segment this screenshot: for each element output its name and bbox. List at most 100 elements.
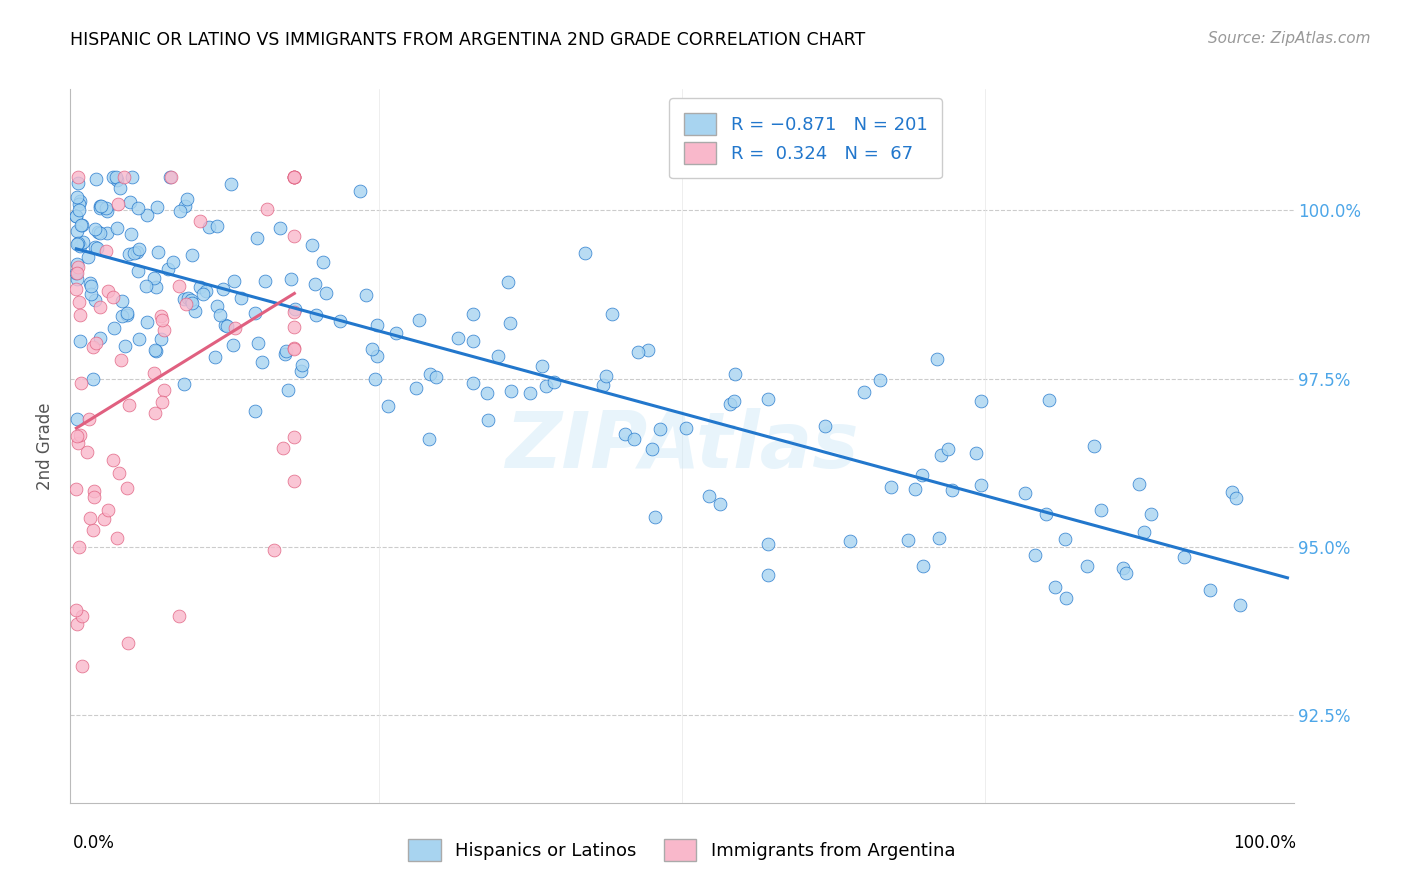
Point xyxy=(84,221,107,235)
Point xyxy=(1038,392,1060,407)
Point xyxy=(103,453,125,467)
Point xyxy=(97,285,120,299)
Point xyxy=(115,306,138,320)
Point xyxy=(169,278,191,293)
Point xyxy=(965,446,987,460)
Point xyxy=(283,229,305,244)
Point xyxy=(143,366,166,380)
Point xyxy=(1220,485,1243,500)
Point xyxy=(224,274,246,288)
Point xyxy=(600,307,623,321)
Point xyxy=(204,351,226,365)
Point xyxy=(1225,491,1247,506)
Point xyxy=(150,395,173,409)
Point xyxy=(115,309,138,323)
Point xyxy=(105,172,128,186)
Point xyxy=(111,309,134,323)
Point xyxy=(543,376,565,390)
Point xyxy=(82,371,104,385)
Point xyxy=(111,293,134,308)
Point xyxy=(936,442,959,457)
Point xyxy=(280,272,302,286)
Point xyxy=(928,531,950,545)
Point xyxy=(499,317,522,331)
Point xyxy=(1043,580,1066,594)
Point xyxy=(366,349,388,363)
Point xyxy=(150,313,173,327)
Point xyxy=(384,326,406,340)
Point xyxy=(283,169,305,184)
Point xyxy=(146,200,169,214)
Point xyxy=(970,478,993,492)
Point xyxy=(224,320,246,334)
Point xyxy=(419,367,441,381)
Point xyxy=(592,378,614,392)
Point xyxy=(499,384,522,398)
Point xyxy=(273,441,295,455)
Point xyxy=(637,343,659,357)
Point xyxy=(103,321,125,335)
Point xyxy=(159,170,181,185)
Point xyxy=(120,227,142,242)
Point xyxy=(408,313,430,327)
Point xyxy=(217,319,239,334)
Point xyxy=(229,291,252,305)
Point xyxy=(65,283,87,297)
Point xyxy=(723,393,745,408)
Point xyxy=(89,201,111,215)
Point xyxy=(149,332,172,346)
Point xyxy=(697,489,720,503)
Point xyxy=(283,429,305,443)
Point xyxy=(114,339,136,353)
Point xyxy=(852,385,875,400)
Point xyxy=(110,352,132,367)
Point xyxy=(880,480,903,494)
Point xyxy=(180,295,202,310)
Point xyxy=(904,482,927,496)
Point xyxy=(150,309,173,323)
Point xyxy=(83,293,105,307)
Point xyxy=(756,537,779,551)
Point xyxy=(180,293,202,308)
Point xyxy=(108,467,131,481)
Point xyxy=(66,271,89,285)
Point xyxy=(66,169,89,184)
Point xyxy=(366,318,388,332)
Text: Source: ZipAtlas.com: Source: ZipAtlas.com xyxy=(1208,31,1371,46)
Point xyxy=(66,257,89,271)
Point xyxy=(648,421,671,435)
Point xyxy=(84,240,107,254)
Point xyxy=(69,308,91,322)
Point xyxy=(84,172,107,186)
Point xyxy=(135,279,157,293)
Point xyxy=(105,220,128,235)
Point xyxy=(67,295,90,310)
Point xyxy=(176,192,198,206)
Point xyxy=(70,218,93,232)
Point xyxy=(315,286,337,301)
Point xyxy=(66,412,89,426)
Point xyxy=(173,199,195,213)
Point xyxy=(69,194,91,208)
Point xyxy=(869,373,891,387)
Point xyxy=(1035,508,1057,522)
Point xyxy=(135,314,157,328)
Point xyxy=(79,511,101,525)
Point xyxy=(329,314,352,328)
Point xyxy=(83,490,105,504)
Point xyxy=(461,376,484,390)
Point xyxy=(574,246,596,260)
Point xyxy=(77,250,100,264)
Point xyxy=(66,266,89,280)
Point xyxy=(530,359,553,373)
Point xyxy=(283,319,305,334)
Point xyxy=(207,299,229,313)
Point xyxy=(941,483,963,497)
Point xyxy=(145,343,167,358)
Point xyxy=(93,511,115,525)
Point xyxy=(177,291,200,305)
Point xyxy=(1024,549,1046,563)
Point xyxy=(1111,561,1133,575)
Point xyxy=(90,199,112,213)
Point xyxy=(66,190,89,204)
